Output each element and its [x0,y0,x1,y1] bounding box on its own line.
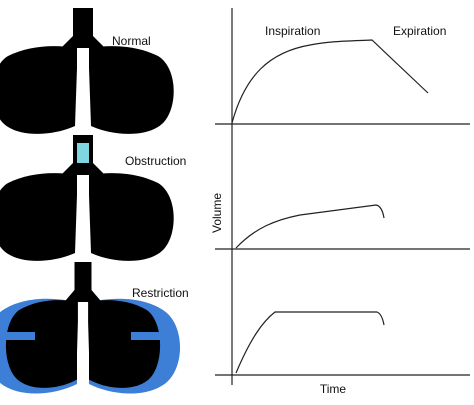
y-axis-label: Volume [210,193,224,233]
phase-label: Inspiration [265,24,320,38]
restriction-lungs [0,262,181,394]
panel-label: Obstruction [125,154,186,168]
axes [215,8,470,385]
normal-lungs [0,8,174,134]
obstruction-lungs [0,135,174,261]
volume-curves [231,39,429,374]
phase-label: Expiration [393,24,446,38]
x-axis-label: Time [320,382,347,396]
panel-label: Normal [112,34,151,48]
panel-label: Restriction [132,286,189,300]
